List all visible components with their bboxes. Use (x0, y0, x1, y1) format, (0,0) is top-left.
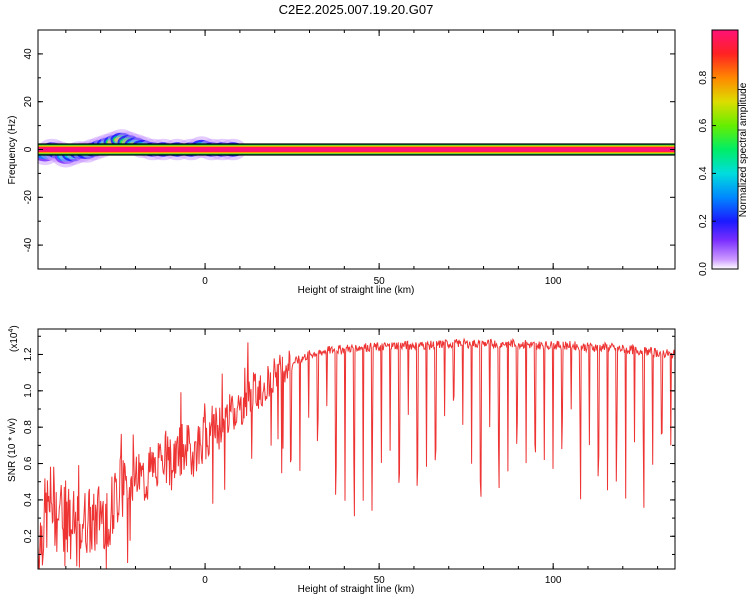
snr-exponent-sup: 4 (8, 329, 15, 333)
colorbar-tick-label: 0.0 (698, 262, 709, 276)
spectrogram-ytick-label: 20 (23, 96, 34, 108)
colorbar-tick-label: 0.2 (698, 214, 709, 228)
snr-exponent-close: ) (9, 325, 20, 328)
snr-xtick-label: 100 (545, 575, 562, 586)
snr-ytick-label: 0.2 (23, 529, 34, 543)
snr-xtick-label: 50 (374, 575, 386, 586)
colorbar-ticks: 0.0 0.2 0.4 0.6 0.8 (698, 70, 716, 276)
spectrogram-ytick-label: 40 (23, 48, 34, 60)
snr-ytick-label: 1.2 (23, 347, 34, 361)
snr-ylabel: SNR (10 * v/v) (7, 418, 18, 482)
colorbar-tick-label: 0.8 (698, 70, 709, 84)
snr-plot-area (38, 337, 675, 569)
colorbar-gradient (711, 29, 739, 270)
spectrogram-xtick-label: 0 (202, 276, 208, 287)
spectrogram-xlabel: Height of straight line (km) (298, 285, 415, 296)
spectrogram-panel: -40 -20 0 20 40 0 50 100 Height of straight lin… (7, 29, 676, 296)
carrier-band (38, 147, 675, 152)
spectrogram-ytick-label: -40 (23, 237, 34, 252)
spectrogram-ytick-label: 0 (23, 146, 34, 152)
colorbar-label: Normalized spectral amplitude (738, 82, 749, 217)
spectrogram-ylabel: Frequency (Hz) (7, 116, 18, 185)
spectrogram-xtick-label: 100 (545, 276, 562, 287)
spectrogram-ytick-label: -20 (23, 190, 34, 205)
snr-ytick-label: 0.8 (23, 420, 34, 434)
snr-xtick-label: 0 (202, 575, 208, 586)
snr-ytick-label: 0.4 (23, 493, 34, 507)
snr-frame (37, 328, 676, 570)
snr-ytick-label: 1.0 (23, 383, 34, 397)
colorbar: 0.0 0.2 0.4 0.6 0.8 Normalized spectral ampl… (698, 29, 749, 276)
carrier-band-outline (38, 143, 675, 156)
colorbar-tick-label: 0.6 (698, 118, 709, 132)
spectrogram-axes: -40 -20 0 20 40 0 50 100 (23, 29, 675, 287)
colorbar-tick-label: 0.4 (698, 166, 709, 180)
snr-exponent-label: (x10 (9, 332, 20, 352)
spectrogram-plot-area (38, 129, 675, 168)
figure-title: C2E2.2025.007.19.20.G07 (279, 2, 434, 17)
snr-panel: 0.2 0.4 0.6 0.8 1.0 1.2 0 50 100 Height of strai… (7, 325, 676, 595)
snr-xlabel: Height of straight line (km) (298, 584, 415, 595)
snr-ytick-label: 0.6 (23, 456, 34, 470)
spectrogram-xtick-label: 50 (374, 276, 386, 287)
snr-line (38, 337, 675, 569)
svg-text:(x104): (x104) (8, 325, 20, 352)
snr-exponent: (x104) (8, 325, 20, 352)
snr-axes: 0.2 0.4 0.6 0.8 1.0 1.2 0 50 100 (23, 329, 675, 586)
